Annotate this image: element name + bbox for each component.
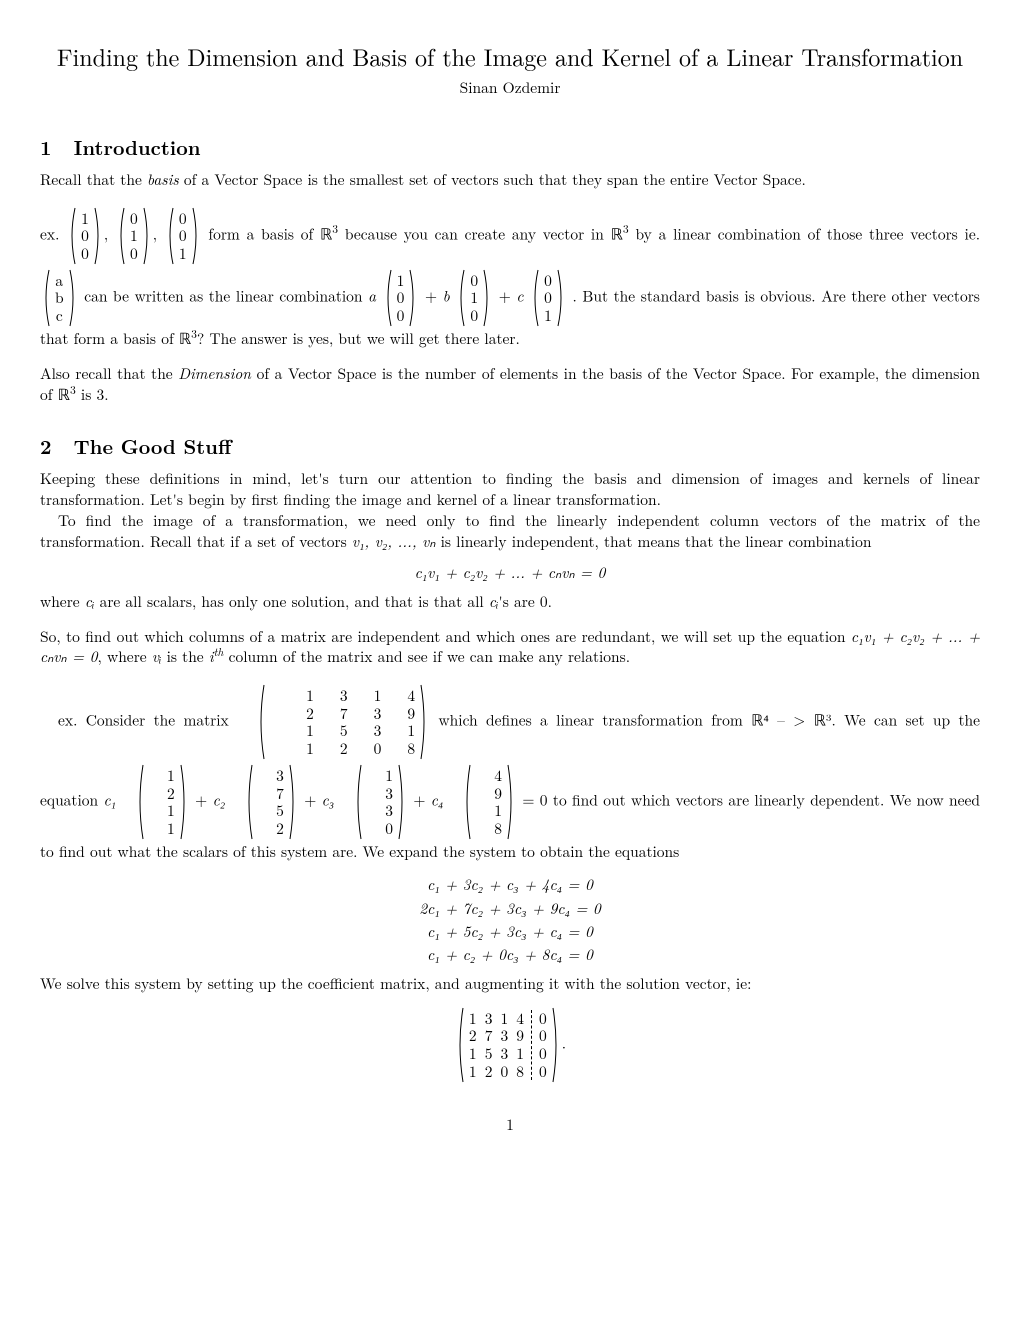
text: b <box>443 286 450 307</box>
col1: 1211 <box>117 764 189 840</box>
text: = 0 <box>522 790 547 811</box>
vector-e3: 001 <box>165 207 201 265</box>
sup: 3 <box>332 221 338 237</box>
equation: 2c₁ + 7c₂ + 3c₃ + 9c₄ = 0 <box>40 897 980 920</box>
text: ℝ <box>58 384 70 405</box>
good-stuff-p4: So, to find out which columns of a matri… <box>40 627 980 669</box>
linear-combination-eq: c₁v₁ + c₂v₂ + ... + cₙvₙ = 0 <box>40 563 980 584</box>
vector-e1b: 100 <box>383 269 419 327</box>
text: because you can create any vector in <box>345 224 611 245</box>
text: ex. Consider the matrix <box>58 710 237 731</box>
text: c <box>516 286 523 307</box>
example-basis-paragraph: ex. 100 , 010 , 001 form a basis of ℝ3 b… <box>40 205 980 350</box>
good-stuff-p3: where cᵢ are all scalars, has only one s… <box>40 592 980 613</box>
col2: 3752 <box>226 764 298 840</box>
text: , <box>104 224 115 245</box>
equation: c₁ + 5c₂ + 3c₃ + c₄ = 0 <box>40 920 980 943</box>
text: c₃ <box>322 790 335 811</box>
vector-e3b: 001 <box>530 269 566 327</box>
text: + <box>425 286 443 307</box>
col3: 1330 <box>335 764 407 840</box>
vector-abc: abc <box>41 269 78 327</box>
term-basis: basis <box>147 169 179 190</box>
text: by a linear combination of those three v… <box>635 224 980 245</box>
text: ℝ <box>320 224 332 245</box>
aug-matrix: 12113752133049180000 <box>455 1007 561 1083</box>
text: + <box>304 790 321 811</box>
text: where <box>40 591 85 612</box>
text: ℝ <box>611 224 623 245</box>
page-number: 1 <box>40 1115 980 1136</box>
augmented-intro: We solve this system by setting up the c… <box>40 974 980 995</box>
text: a <box>368 286 376 307</box>
vector-e2: 010 <box>116 207 152 265</box>
section-number: 1 <box>40 133 66 160</box>
text: Recall that the <box>40 169 147 190</box>
text: is the <box>161 646 208 667</box>
augmented-matrix: 12113752133049180000 . <box>40 1005 980 1085</box>
text: ℝ <box>179 328 191 349</box>
text: So, to find out which columns of a matri… <box>40 626 851 647</box>
text: of a Vector Space is the smallest set of… <box>179 169 806 190</box>
section-number: 2 <box>40 432 66 459</box>
text: + <box>413 790 430 811</box>
intro-paragraph: Recall that the basis of a Vector Space … <box>40 170 980 191</box>
term-dimension: Dimension <box>178 363 251 384</box>
section-1-heading: 1 Introduction <box>40 133 980 160</box>
vector-e1: 100 <box>67 207 103 265</box>
vector-e2b: 010 <box>456 269 492 327</box>
equation: c₁ + c₂ + 0c₃ + 8c₄ = 0 <box>40 943 980 966</box>
text: c₁ <box>104 790 117 811</box>
text: + <box>195 790 212 811</box>
text: ? The answer is yes, but we will get the… <box>197 328 520 349</box>
dimension-paragraph: Also recall that the Dimension of a Vect… <box>40 364 980 406</box>
text: v₁, v₂, ..., vₙ <box>352 531 436 552</box>
text: , <box>153 224 164 245</box>
text: 's are 0. <box>498 591 552 612</box>
text: c₄ <box>431 790 444 811</box>
text: . <box>562 1033 566 1054</box>
text: is linearly independent, that means that… <box>435 531 871 552</box>
sup: 3 <box>623 221 629 237</box>
matrix-A: 1211375213304918 <box>238 684 429 760</box>
text: , where <box>98 646 152 667</box>
text: Also recall that the <box>40 363 178 384</box>
text: vᵢ <box>152 646 162 667</box>
page-title: Finding the Dimension and Basis of the I… <box>40 40 980 72</box>
text: form a basis of <box>208 224 320 245</box>
good-stuff-p2: To find the image of a transformation, w… <box>40 511 980 553</box>
text: column of the matrix and see if we can m… <box>223 646 630 667</box>
text: + <box>499 286 517 307</box>
col4: 4918 <box>444 764 516 840</box>
example-matrix-paragraph: ex. Consider the matrix 1211375213304918… <box>40 682 980 863</box>
equation-system: c₁ + 3c₂ + c₃ + 4c₄ = 0 2c₁ + 7c₂ + 3c₃ … <box>40 873 980 966</box>
text: cᵢ <box>85 591 95 612</box>
section-title: Introduction <box>74 132 201 161</box>
good-stuff-p1: Keeping these definitions in mind, let's… <box>40 469 980 511</box>
section-title: The Good Stuff <box>74 431 232 460</box>
equation: c₁v₁ + c₂v₂ + ... + cₙvₙ = 0 <box>415 562 606 583</box>
sup: th <box>214 644 224 660</box>
section-2-heading: 2 The Good Stuff <box>40 432 980 459</box>
author: Sinan Ozdemir <box>40 78 980 99</box>
text: which defines a linear transformation fr… <box>438 710 751 731</box>
equation: c₁ + 3c₂ + c₃ + 4c₄ = 0 <box>40 873 980 896</box>
text: c₂ <box>213 790 226 811</box>
text: ex. <box>40 224 66 245</box>
text: are all scalars, has only one solution, … <box>94 591 488 612</box>
text: can be written as the linear combination <box>84 286 368 307</box>
text: ℝ⁴ – > ℝ³ <box>751 710 831 731</box>
text: is 3. <box>76 384 109 405</box>
